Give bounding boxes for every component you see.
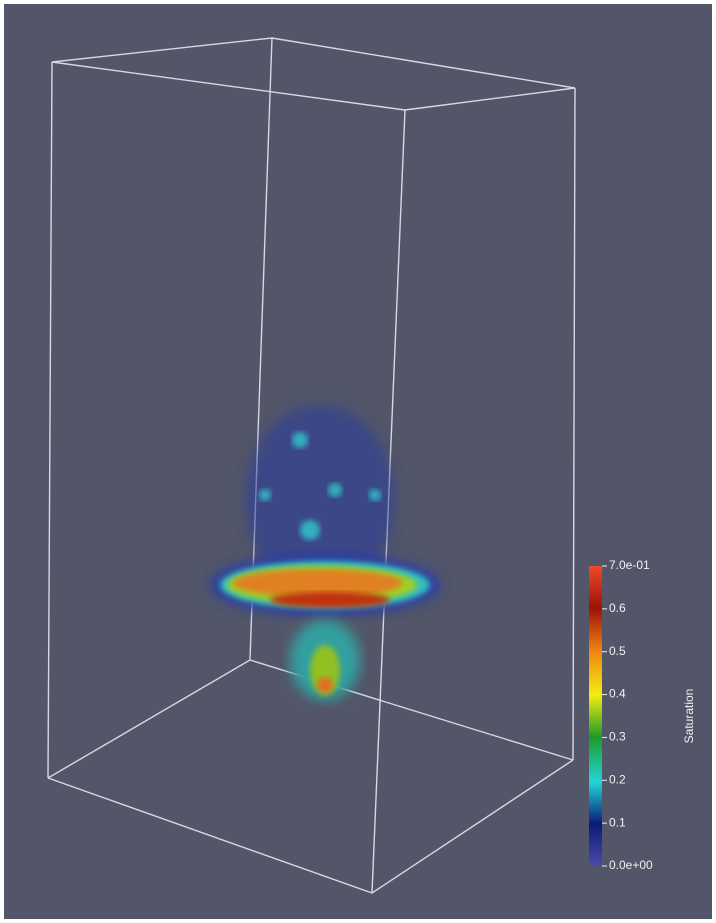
tick-label: 7.0e-01 (609, 558, 650, 572)
page: Saturation 7.0e-01 0.6 0.5 0.4 0.3 0.2 0.1 0.0e… (0, 0, 716, 923)
colorbar (589, 566, 602, 866)
tick-label: 0.3 (609, 730, 626, 744)
tick-label: 0.1 (609, 815, 626, 829)
tick-label: 0.6 (609, 601, 626, 615)
tick-label: 0.4 (609, 687, 626, 701)
tick-label: 0.5 (609, 644, 626, 658)
colorbar-title: Saturation (682, 689, 696, 744)
tick-label: 0.0e+00 (609, 858, 653, 872)
tick-label: 0.2 (609, 772, 626, 786)
render-view: Saturation 7.0e-01 0.6 0.5 0.4 0.3 0.2 0.1 0.0e… (0, 0, 716, 923)
